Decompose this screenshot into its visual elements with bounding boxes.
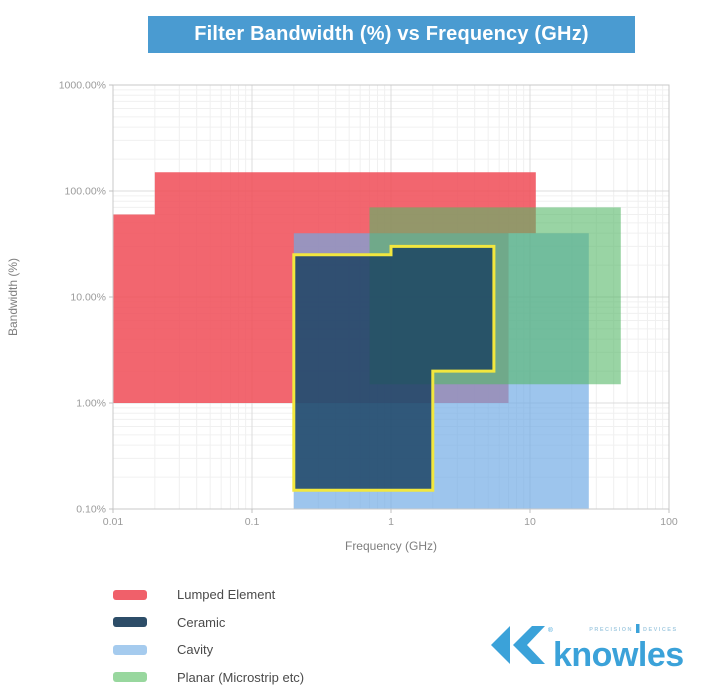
legend-swatch [113, 617, 147, 627]
logo-brand-text: knowles [553, 636, 684, 674]
tagline-separator [636, 624, 640, 633]
regions-layer [113, 172, 621, 509]
legend-label: Cavity [177, 642, 214, 657]
x-tick-label: 0.1 [245, 516, 260, 528]
legend-item: Planar (Microstrip etc) [113, 669, 304, 686]
legend-label: Ceramic [177, 614, 226, 630]
region-ceramic [292, 244, 496, 492]
knowles-triangle-icon [491, 626, 510, 664]
registered-mark: ® [548, 626, 553, 634]
y-tick-label: 0.10% [76, 504, 106, 516]
chart-plot: 0.01 0.1 1 10 100 1000.00% 100.00% 10.00% 1.00% 0… [6, 80, 678, 554]
y-axis-label: Bandwidth (%) [6, 258, 20, 336]
legend-item: Lumped Element [113, 586, 304, 603]
y-tick-label: 10.00% [70, 292, 106, 304]
x-tick-label: 10 [524, 516, 536, 528]
knowles-logo: ® PRECISION DEVICES knowles [486, 616, 696, 676]
x-axis-label: Frequency (GHz) [345, 539, 437, 553]
chart-title: Filter Bandwidth (%) vs Frequency (GHz) [148, 16, 635, 53]
logo-tagline-left: PRECISION [589, 627, 633, 633]
tick-marks [109, 84, 670, 513]
legend-item: Ceramic [113, 614, 304, 631]
legend-label: Lumped Element [177, 587, 276, 602]
legend-label: Planar (Microstrip etc) [177, 669, 305, 685]
y-tick-label: 1000.00% [59, 80, 106, 92]
knowles-chevron-icon [513, 626, 545, 664]
legend-swatch [113, 589, 147, 600]
x-tick-label: 100 [660, 516, 678, 528]
legend: Lumped Element Ceramic Cavity Planar (Micro… [113, 586, 304, 696]
logo-tagline-right: DEVICES [643, 627, 678, 633]
y-tick-label: 1.00% [76, 398, 106, 410]
x-tick-label: 1 [388, 516, 394, 528]
legend-swatch [113, 644, 147, 655]
x-tick-label: 0.01 [103, 516, 124, 528]
legend-swatch [113, 672, 147, 682]
y-tick-label: 100.00% [65, 186, 106, 198]
tick-labels: 0.01 0.1 1 10 100 1000.00% 100.00% 10.00% 1.00% 0… [59, 80, 678, 529]
legend-item: Cavity [113, 641, 304, 658]
